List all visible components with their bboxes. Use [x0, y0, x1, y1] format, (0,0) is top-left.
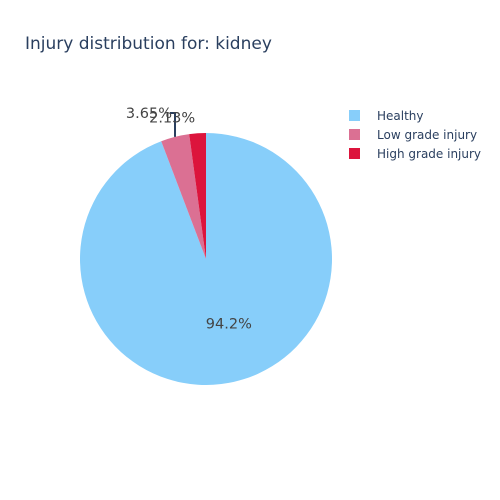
- slice-labels: 94.2% 3.65%2.13%: [126, 106, 252, 332]
- pie-slices: [80, 133, 333, 386]
- slice-label-high-grade-injury: 2.13%: [149, 110, 195, 126]
- legend-label-healthy: Healthy: [377, 108, 424, 123]
- legend-swatch-high-grade-injury: [349, 148, 360, 159]
- leader-line-low-grade-injury: [170, 112, 177, 137]
- pie-slice-low-grade-injury[interactable]: [161, 134, 206, 259]
- legend-label-high-grade-injury: High grade injury: [377, 146, 482, 161]
- pie-slice-high-grade-injury[interactable]: [189, 133, 206, 259]
- legend: Healthy Low grade injury High grade inju…: [349, 106, 481, 163]
- leader-lines: [170, 112, 177, 137]
- legend-label-low-grade-injury: Low grade injury: [377, 127, 478, 142]
- legend-item-high-grade-injury[interactable]: High grade injury: [349, 144, 481, 163]
- pie-slice-healthy[interactable]: [80, 133, 333, 386]
- legend-item-healthy[interactable]: Healthy: [349, 106, 481, 125]
- legend-swatch-healthy: [349, 110, 360, 121]
- legend-item-low-grade-injury[interactable]: Low grade injury: [349, 125, 481, 144]
- legend-swatch-low-grade-injury: [349, 129, 360, 140]
- slice-label-healthy: 94.2%: [206, 316, 252, 332]
- slice-label-low-grade-injury: 3.65%: [126, 106, 172, 122]
- chart-title: Injury distribution for: kidney: [25, 34, 272, 54]
